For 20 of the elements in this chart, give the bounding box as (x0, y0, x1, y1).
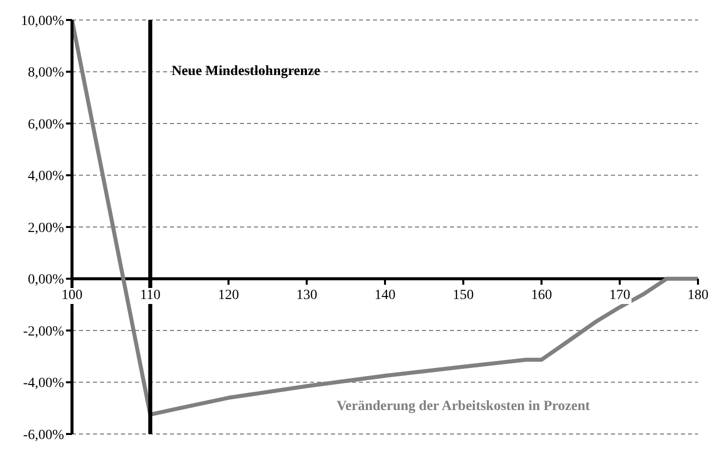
x-tick-label: 180 (686, 288, 710, 304)
y-tick-label: 2,00% (28, 220, 64, 236)
y-tick-label: -6,00% (23, 428, 64, 443)
x-tick-label: 120 (217, 288, 240, 304)
x-tick-label: 160 (530, 288, 553, 304)
x-tick-label: 100 (60, 288, 84, 304)
x-tick-label: 150 (452, 288, 475, 304)
y-tick-label: -4,00% (23, 376, 64, 392)
x-tick-label: 140 (374, 288, 396, 304)
x-tick-label: 130 (295, 288, 318, 304)
y-tick-label: 0,00% (28, 272, 64, 288)
x-tick-label: 170 (608, 288, 632, 304)
y-tick-label: 6,00% (28, 117, 64, 132)
y-tick-label: 4,00% (28, 169, 64, 184)
y-tick-label: 8,00% (28, 66, 64, 81)
series-label: Veränderung der Arbeitskosten in Prozent (336, 399, 590, 416)
ref-line-label: Neue Mindestlohngrenze (172, 64, 320, 79)
x-tick-label: 110 (139, 288, 162, 304)
y-tick-label: 10,00% (20, 14, 64, 29)
y-tick-label: -2,00% (23, 324, 64, 340)
